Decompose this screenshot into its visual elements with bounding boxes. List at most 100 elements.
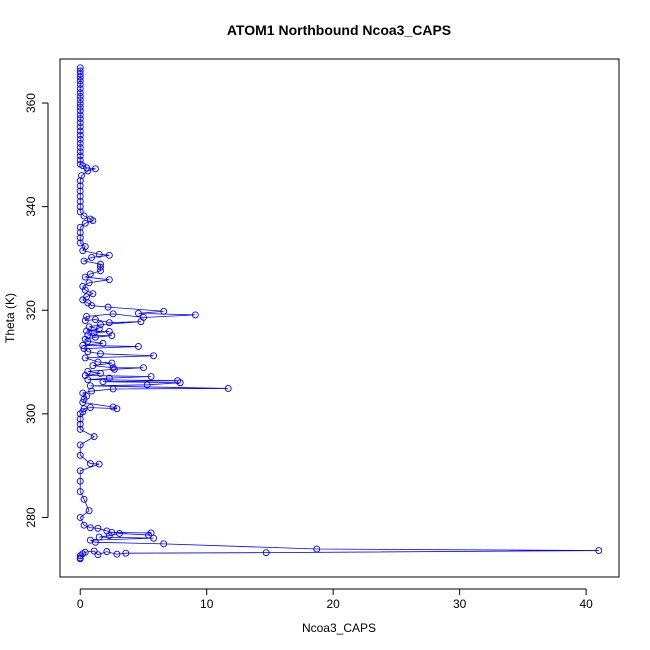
data-point <box>105 532 113 540</box>
data-point <box>80 495 88 503</box>
data-point <box>81 273 89 281</box>
data-point <box>76 107 84 115</box>
data-point <box>109 310 117 318</box>
data-point <box>76 197 84 205</box>
data-point <box>86 404 94 412</box>
data-point <box>134 309 142 317</box>
data-point <box>76 92 84 100</box>
data-point <box>89 217 97 225</box>
data-point <box>113 405 121 413</box>
data-point <box>79 398 87 406</box>
data-point <box>110 365 118 373</box>
data-point <box>140 364 147 372</box>
data-point <box>83 313 91 320</box>
data-point <box>109 385 117 393</box>
data-point <box>84 348 92 356</box>
data-point <box>76 156 84 164</box>
data-point <box>109 364 117 372</box>
data-point <box>224 385 232 392</box>
data-point <box>78 172 85 180</box>
y-tick-label: 360 <box>24 93 38 113</box>
data-point <box>91 333 99 341</box>
data-point <box>76 111 84 119</box>
data-point <box>86 270 94 278</box>
data-point <box>84 167 92 175</box>
data-point <box>83 327 91 335</box>
y-axis-label: Theta (K) <box>3 293 17 343</box>
x-tick-label: 10 <box>200 597 214 611</box>
data-point <box>76 552 84 560</box>
data-point <box>76 89 84 97</box>
data-point <box>143 381 151 389</box>
data-point <box>76 135 84 143</box>
data-point <box>150 352 158 360</box>
data-point <box>191 311 199 319</box>
data-point <box>80 521 88 529</box>
data-point <box>76 131 84 139</box>
data-point <box>104 303 112 311</box>
data-point <box>85 507 93 515</box>
data-point <box>76 410 84 418</box>
data-point <box>76 177 84 185</box>
data-point <box>86 460 94 468</box>
data-point <box>76 127 84 135</box>
data-point <box>134 343 142 350</box>
x-axis-label: Ncoa3_CAPS <box>302 621 376 635</box>
data-point <box>83 164 91 172</box>
data-point <box>76 239 84 247</box>
data-point <box>76 139 84 147</box>
data-point <box>76 223 84 231</box>
data-point <box>76 73 84 81</box>
data-point <box>76 182 84 190</box>
data-point <box>86 524 94 532</box>
data-point <box>81 286 89 294</box>
data-point <box>76 425 84 433</box>
data-point <box>76 96 84 104</box>
data-point <box>80 395 88 403</box>
data-point <box>76 203 84 211</box>
data-point <box>76 229 84 236</box>
data-point <box>79 342 87 349</box>
x-tick-label: 20 <box>326 597 340 611</box>
data-point <box>76 77 84 85</box>
data-point <box>91 538 99 546</box>
data-point <box>176 379 184 387</box>
data-point <box>137 318 145 326</box>
data-point <box>76 513 84 521</box>
data-point <box>122 549 130 557</box>
data-point <box>108 359 116 367</box>
data-point <box>84 337 92 345</box>
data-point <box>97 350 104 358</box>
data-point <box>150 534 158 542</box>
data-point <box>79 247 87 255</box>
data-point <box>76 85 84 92</box>
data-point <box>262 549 270 557</box>
data-point <box>81 354 89 362</box>
data-point <box>95 533 103 541</box>
data-point <box>88 387 96 395</box>
data-point <box>76 477 84 485</box>
data-point <box>76 192 84 200</box>
data-point <box>76 152 84 160</box>
data-point <box>113 550 121 558</box>
data-point <box>76 80 84 88</box>
data-point <box>97 321 104 329</box>
data-point <box>90 547 98 555</box>
data-point <box>90 329 98 337</box>
data-point <box>80 405 88 413</box>
series-layer <box>76 64 603 563</box>
data-point <box>76 555 84 563</box>
data-point <box>94 358 102 366</box>
data-point <box>86 382 94 390</box>
x-tick-label: 0 <box>77 597 84 611</box>
data-point <box>595 547 603 555</box>
series-line <box>79 67 599 559</box>
data-point <box>76 420 84 428</box>
data-point <box>80 257 88 265</box>
data-point <box>76 415 84 423</box>
data-point <box>84 376 92 384</box>
data-point <box>97 267 104 275</box>
data-point <box>91 316 99 323</box>
